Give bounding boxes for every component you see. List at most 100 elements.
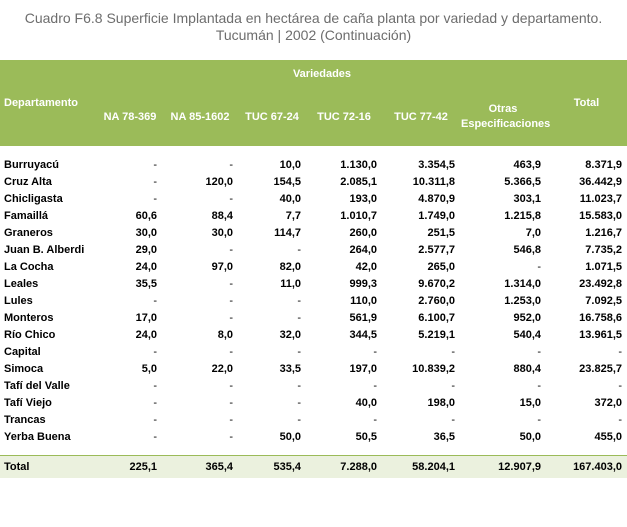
value-cell: 114,7	[274, 226, 301, 239]
department-cell: Capital	[4, 345, 41, 358]
department-cell: Cruz Alta	[4, 175, 52, 188]
table-row: Leales 35,5 - 11,0 999,3 9.670,2 1.314,0 23.492…	[0, 275, 627, 292]
value-cell: 30,0	[135, 226, 157, 239]
value-cell: 58.204,1	[382, 455, 460, 478]
value-cell: 1.215,8	[504, 209, 541, 222]
value-cell: 1.130,0	[340, 158, 377, 171]
header-variedades: Variedades	[98, 60, 546, 88]
value-cell: 1.010,7	[340, 209, 377, 222]
value-cell: 535,4	[238, 455, 306, 478]
value-cell: 7,0	[525, 226, 541, 239]
value-cell: 50,0	[279, 430, 301, 443]
value-cell: 24,0	[135, 260, 157, 273]
value-cell: 120,0	[205, 175, 233, 188]
value-cell: 11.023,7	[579, 192, 622, 205]
value-cell: 1.749,0	[418, 209, 455, 222]
value-cell: -	[229, 277, 233, 290]
value-cell: 15,0	[519, 396, 541, 409]
value-cell: 4.870,9	[418, 192, 455, 205]
department-cell: Monteros	[4, 311, 54, 324]
value-cell: -	[153, 175, 157, 188]
department-cell: Tafí del Valle	[4, 379, 70, 392]
value-cell: -	[229, 192, 233, 205]
value-cell: 8.371,9	[585, 158, 622, 171]
header-col-na-78-369: NA 78-369	[98, 88, 162, 146]
value-cell: 999,3	[349, 277, 377, 290]
table-row: Capital - - - - - - -	[0, 343, 627, 360]
header-col-na-85-1602: NA 85-1602	[162, 88, 238, 146]
value-cell: -	[373, 345, 377, 358]
value-cell: 455,0	[594, 430, 622, 443]
table-row: Graneros 30,0 30,0 114,7 260,0 251,5 7,0 1.216,…	[0, 224, 627, 241]
table-row: Río Chico 24,0 8,0 32,0 344,5 5.219,1 540,4 13.…	[0, 326, 627, 343]
data-table-container: Departamento Variedades Total NA 78-369 …	[0, 60, 627, 478]
table-title: Cuadro F6.8 Superficie Implantada en hec…	[0, 0, 627, 44]
value-cell: 7.735,2	[585, 243, 622, 256]
value-cell: 17,0	[135, 311, 157, 324]
value-cell: 225,1	[98, 455, 162, 478]
title-line-1: Cuadro F6.8 Superficie Implantada en hec…	[24, 10, 603, 26]
department-cell: Chicligasta	[4, 192, 63, 205]
value-cell: 22,0	[211, 362, 233, 375]
value-cell: -	[451, 413, 455, 426]
value-cell: 365,4	[162, 455, 238, 478]
value-cell: -	[153, 294, 157, 307]
value-cell: 5.366,5	[504, 175, 541, 188]
value-cell: -	[537, 345, 541, 358]
value-cell: 32,0	[279, 328, 301, 341]
value-cell: 33,5	[279, 362, 301, 375]
value-cell: 303,1	[513, 192, 541, 205]
value-cell: 3.354,5	[418, 158, 455, 171]
value-cell: 7.092,5	[585, 294, 622, 307]
table-row: Simoca 5,0 22,0 33,5 197,0 10.839,2 880,4 23.82…	[0, 360, 627, 377]
table-row: Cruz Alta - 120,0 154,5 2.085,1 10.311,8 5.366…	[0, 173, 627, 190]
value-cell: 260,0	[349, 226, 377, 239]
department-cell: Lules	[4, 294, 33, 307]
value-cell: 29,0	[135, 243, 157, 256]
value-cell: -	[153, 413, 157, 426]
value-cell: 198,0	[427, 396, 455, 409]
value-cell: -	[153, 345, 157, 358]
value-cell: 952,0	[513, 311, 541, 324]
value-cell: 154,5	[273, 175, 301, 188]
value-cell: -	[373, 379, 377, 392]
department-cell: Juan B. Alberdi	[4, 243, 85, 256]
table-row: Trancas - - - - - - -	[0, 411, 627, 428]
value-cell: 97,0	[211, 260, 233, 273]
value-cell: 193,0	[349, 192, 377, 205]
value-cell: -	[229, 413, 233, 426]
spacer-row	[0, 146, 627, 156]
value-cell: 1.253,0	[504, 294, 541, 307]
value-cell: 264,0	[349, 243, 377, 256]
value-cell: 42,0	[355, 260, 377, 273]
value-cell: -	[297, 413, 301, 426]
value-cell: 50,5	[355, 430, 377, 443]
spacer-cell	[0, 445, 627, 456]
value-cell: 60,6	[135, 209, 157, 222]
value-cell: 12.907,9	[460, 455, 546, 478]
value-cell: 880,4	[513, 362, 541, 375]
value-cell: -	[229, 158, 233, 171]
table-body: Burruyacú - - 10,0 1.130,0 3.354,5 463,9 8.371,…	[0, 146, 627, 478]
value-cell: 10.311,8	[412, 175, 455, 188]
value-cell: 35,5	[135, 277, 157, 290]
value-cell: 36,5	[433, 430, 455, 443]
table-row: Yerba Buena - - 50,0 50,5 36,5 50,0 455,0	[0, 428, 627, 445]
table-row: Tafí del Valle - - - - - - -	[0, 377, 627, 394]
value-cell: 30,0	[211, 226, 233, 239]
value-cell: -	[229, 396, 233, 409]
department-cell: Simoca	[4, 362, 44, 375]
value-cell: 546,8	[513, 243, 541, 256]
value-cell: 561,9	[349, 311, 377, 324]
value-cell: -	[537, 379, 541, 392]
title-line-2: Tucumán | 2002 (Continuación)	[215, 27, 412, 43]
value-cell: -	[153, 192, 157, 205]
value-cell: 197,0	[349, 362, 377, 375]
table-row: Tafí Viejo - - - 40,0 198,0 15,0 372,0	[0, 394, 627, 411]
value-cell: -	[153, 158, 157, 171]
value-cell: -	[297, 294, 301, 307]
value-cell: -	[618, 413, 622, 426]
table-row: La Cocha 24,0 97,0 82,0 42,0 265,0 - 1.071,5	[0, 258, 627, 275]
value-cell: 2.577,7	[418, 243, 455, 256]
department-cell: Río Chico	[4, 328, 56, 341]
